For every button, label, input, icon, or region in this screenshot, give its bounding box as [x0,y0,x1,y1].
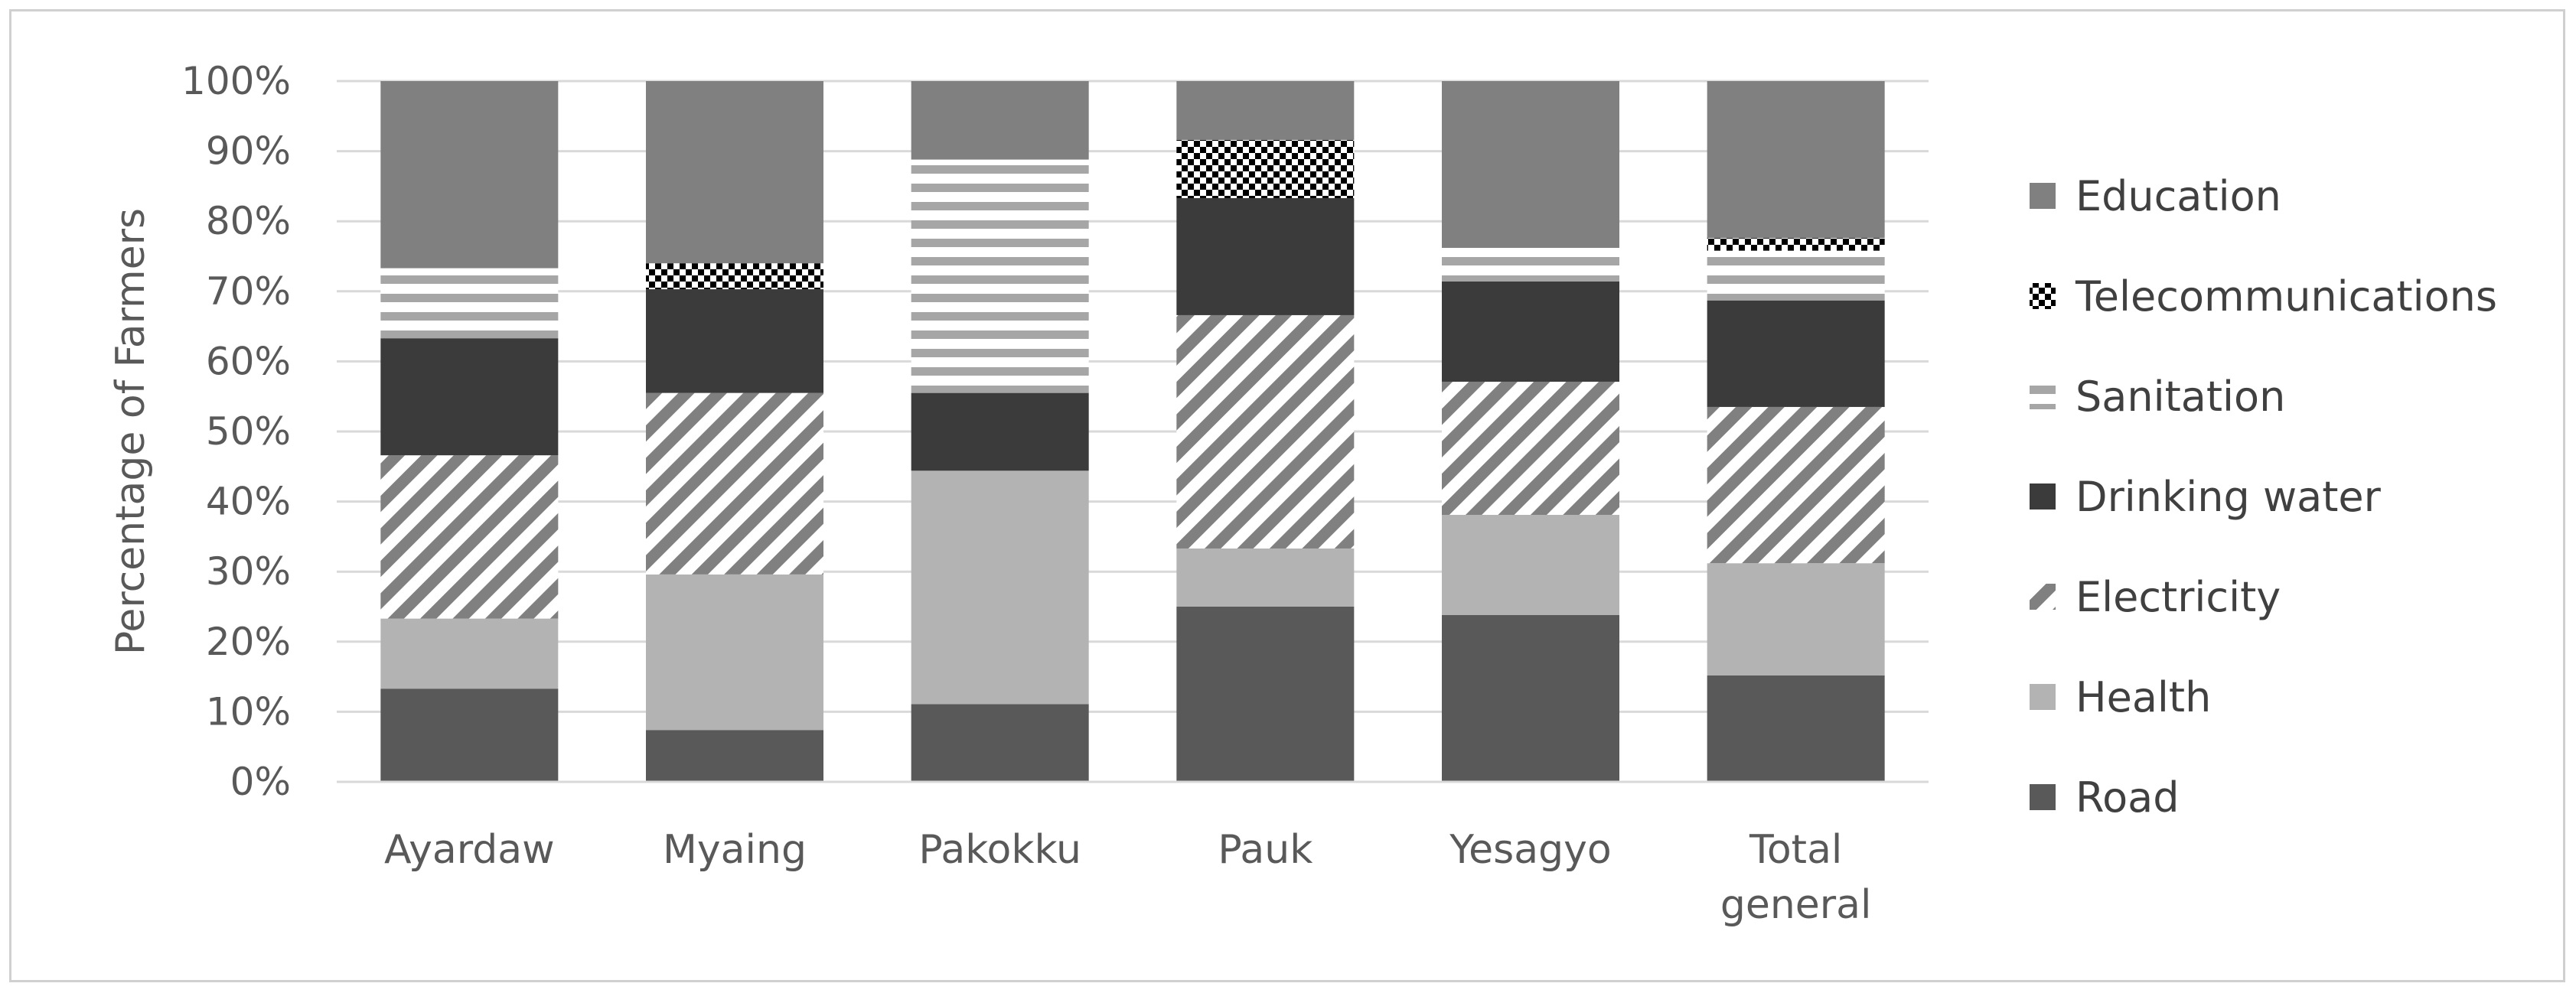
bar-segment-health [646,574,823,731]
y-tick-label: 10% [206,689,291,734]
x-category-label: Yesagyo [1449,827,1611,873]
bar-segment-road [646,730,823,782]
bar-segment-education [1442,81,1619,249]
bar-segment-health [1442,515,1619,615]
legend-swatch-electricity [2030,584,2056,610]
axes: 0% 10% 20% 30% 40% 50% 60% 70% 80% 90% 100% Ayardaw… [181,59,1929,928]
bar-segment-sanitation [911,159,1089,393]
bar-segment-sanitation [1707,250,1885,301]
x-category-label: Pakokku [918,827,1081,873]
y-tick-label: 90% [206,129,291,174]
legend-swatch-road [2030,784,2056,810]
bar-segment-education [1707,81,1885,239]
bar-segment-telecommunications [1707,238,1885,251]
bar-segment-drinking-water [1442,281,1619,382]
legend-swatch-health [2030,684,2056,710]
x-category-label: Pauk [1218,827,1312,873]
bar-segment-telecommunications [1176,139,1355,198]
bar-segment-electricity [646,392,823,575]
gridlines [337,80,1929,783]
bar-segment-health [1707,563,1885,676]
bar-segment-sanitation [380,268,559,339]
bar-segment-road [1176,607,1355,782]
legend-label: Drinking water [2075,473,2382,521]
bar-segment-drinking-water [1176,197,1355,315]
y-tick-label: 0% [230,760,291,804]
y-tick-label: 100% [181,59,291,103]
bar-segment-telecommunications [646,263,823,290]
bar-segment-education [380,81,559,269]
y-tick-label: 80% [206,199,291,243]
y-axis-title: Percentage of Farmers [108,208,154,655]
legend-label: Health [2075,673,2211,721]
y-tick-label: 30% [206,549,291,594]
bar-segment-drinking-water [646,289,823,393]
bar-segment-electricity [1707,406,1885,564]
bar-segment-health [911,470,1089,705]
legend-swatch-drinking-water [2030,483,2056,510]
bar-segment-road [1442,614,1619,782]
bar-segment-road [380,689,559,782]
bar-segment-education [1176,81,1355,140]
legend-swatch-education [2030,183,2056,209]
legend-swatch-telecommunications [2030,283,2056,309]
bar-segment-drinking-water [380,338,559,456]
y-tick-label: 20% [206,620,291,664]
legend-label: Telecommunications [2075,272,2497,321]
bar-segment-health [380,618,559,689]
bar-segment-drinking-water [911,392,1089,471]
bar-segment-electricity [380,455,559,619]
x-category-label: Myaing [663,827,807,873]
legend: Education Telecommunications Sanitation Dri… [2030,172,2497,822]
bar-segment-road [1707,675,1885,782]
x-category-label: Ayardaw [384,827,555,873]
x-category-label: Total [1749,827,1842,873]
bar-segment-education [646,81,823,264]
legend-label: Education [2075,172,2281,220]
bar-segment-road [911,704,1089,782]
bar-segment-drinking-water [1707,300,1885,407]
y-tick-label: 40% [206,480,291,524]
bar-segment-electricity [1176,314,1355,549]
legend-label: Electricity [2075,573,2281,621]
bar-segment-education [911,81,1089,160]
y-tick-label: 60% [206,339,291,383]
legend-label: Road [2075,773,2180,822]
x-category-label: general [1720,882,1872,928]
y-tick-label: 70% [206,269,291,314]
legend-label: Sanitation [2075,373,2285,421]
y-tick-label: 50% [206,409,291,454]
legend-swatch-sanitation [2030,383,2056,409]
bar-segment-health [1176,548,1355,607]
bars [380,81,1885,782]
bar-segment-electricity [1442,381,1619,516]
bar-segment-sanitation [1442,248,1619,282]
